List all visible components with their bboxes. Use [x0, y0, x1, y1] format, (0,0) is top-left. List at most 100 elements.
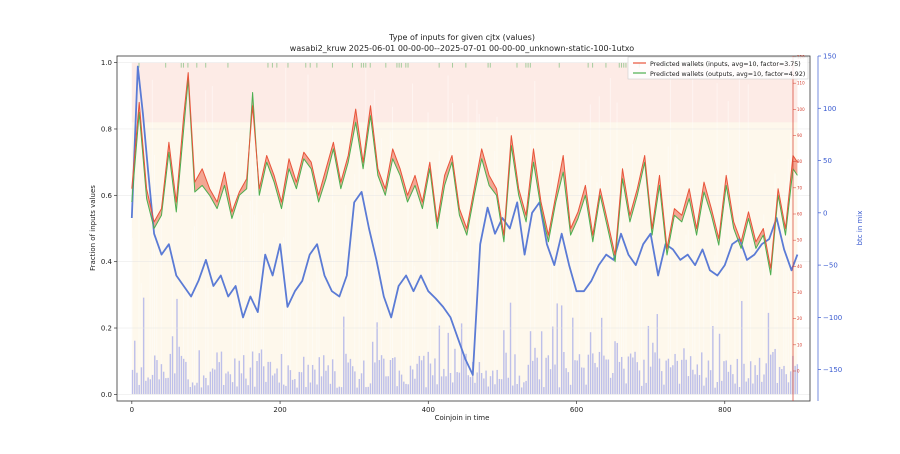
- bar-remix: [343, 316, 345, 395]
- bar-gap: [287, 187, 289, 366]
- bar-remix: [169, 353, 172, 395]
- bar-remix: [489, 376, 492, 395]
- bar-gap: [151, 79, 153, 375]
- bar-remix: [205, 377, 207, 395]
- bar-remix: [234, 358, 236, 395]
- bar-remix: [434, 358, 436, 395]
- bar-remix: [443, 368, 445, 395]
- bar-remix: [225, 373, 227, 395]
- bar-remix: [681, 359, 683, 395]
- bar-remix: [749, 361, 752, 395]
- bar-top: [196, 62, 198, 68]
- x-tick-label: 400: [422, 406, 435, 414]
- bar-gap: [632, 143, 634, 358]
- bar-remix: [494, 384, 496, 395]
- bar-remix: [369, 383, 372, 395]
- bar-gap: [572, 255, 574, 318]
- bar-remix: [376, 322, 378, 395]
- bar-remix: [452, 382, 454, 395]
- bar-remix: [532, 360, 534, 395]
- bar-top: [407, 62, 409, 68]
- bar-remix: [265, 381, 267, 395]
- bar-remix: [400, 374, 403, 395]
- bar-remix: [222, 384, 225, 395]
- x-tick-label: 0: [130, 406, 134, 414]
- y-axis-right-label: btc in mix: [856, 211, 864, 246]
- bar-remix: [545, 357, 547, 395]
- bar-top: [205, 62, 207, 68]
- y-tick-label: 0.0: [101, 391, 112, 399]
- bar-gap: [592, 247, 594, 354]
- chart-subtitle: wasabi2_kruw 2025-06-01 00-00-00--2025-0…: [290, 44, 634, 53]
- bar-gap: [191, 229, 193, 383]
- bar-gap: [149, 259, 151, 380]
- bar-top: [405, 62, 407, 68]
- bar-remix: [142, 297, 145, 395]
- bar-gap: [254, 214, 256, 387]
- bar-top: [309, 62, 311, 68]
- bar-gap: [676, 144, 678, 361]
- bar-gap: [211, 86, 213, 369]
- bar-top: [287, 62, 289, 68]
- bar-top: [398, 62, 400, 68]
- bar-gap: [734, 287, 736, 384]
- legend-label-inputs: Predicted wallets (inputs, avg=10, facto…: [650, 61, 801, 68]
- bar-remix: [245, 378, 247, 395]
- bar-gap: [505, 184, 507, 353]
- bar-remix: [554, 364, 556, 395]
- bar-gap: [207, 287, 209, 386]
- bar-gap: [556, 259, 558, 304]
- bar-remix: [669, 367, 672, 395]
- y2-tick-label: −100: [823, 314, 842, 322]
- bar-remix: [429, 363, 432, 395]
- bar-gap: [311, 281, 313, 365]
- bar-remix: [200, 387, 203, 395]
- bar-remix: [687, 376, 690, 395]
- bar-remix: [214, 369, 216, 395]
- bar-remix: [425, 387, 427, 395]
- bar-remix: [485, 370, 487, 395]
- bar-remix: [149, 379, 152, 395]
- bar-remix: [325, 370, 327, 395]
- bar-remix: [323, 355, 325, 395]
- bar-gap: [194, 226, 196, 386]
- bar-gap: [334, 202, 336, 372]
- bar-gap: [549, 188, 551, 370]
- bar-remix: [523, 382, 525, 395]
- bar-remix: [647, 325, 650, 395]
- bar-remix: [661, 371, 663, 395]
- bar-remix: [612, 372, 614, 395]
- y2-tick-label: 100: [823, 105, 836, 113]
- bar-gap: [669, 66, 671, 368]
- bar-remix: [140, 367, 143, 395]
- bar-gap: [667, 146, 669, 359]
- bar-gap: [380, 138, 382, 356]
- bar-remix: [256, 361, 258, 395]
- inputs-wallets-line: [131, 72, 798, 269]
- bar-remix: [327, 365, 329, 395]
- bar-remix: [438, 325, 441, 395]
- bar-gap: [578, 122, 580, 355]
- bar-remix: [387, 376, 389, 395]
- bar-remix: [714, 387, 716, 395]
- bar-gap: [534, 80, 536, 348]
- bar-remix: [547, 355, 550, 395]
- bar-top: [516, 62, 518, 68]
- bar-remix: [307, 364, 309, 395]
- bar-remix: [423, 355, 425, 395]
- bar-remix: [654, 352, 656, 395]
- bar-remix: [623, 368, 625, 395]
- bar-gap: [354, 174, 356, 372]
- bar-remix: [580, 367, 583, 395]
- bar-remix: [594, 362, 596, 395]
- bar-gap: [529, 134, 531, 332]
- bar-remix: [318, 357, 320, 395]
- bar-remix: [258, 353, 260, 395]
- bar-remix: [785, 374, 787, 395]
- bar-gap: [160, 193, 162, 365]
- bar-gap: [552, 160, 554, 327]
- bar-remix: [689, 356, 692, 395]
- bar-top: [452, 62, 454, 68]
- bar-gap: [747, 84, 749, 379]
- bar-gap: [376, 219, 378, 323]
